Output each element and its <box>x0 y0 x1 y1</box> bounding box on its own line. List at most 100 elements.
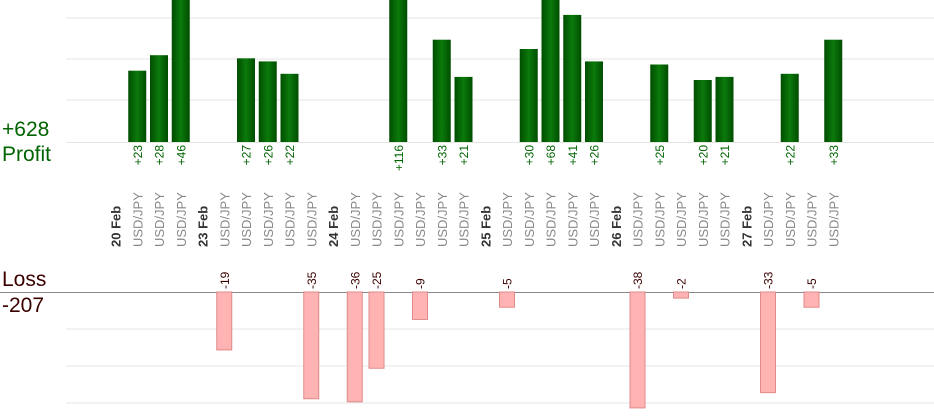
profit-total: +628 <box>2 118 50 141</box>
date-label: 25 Feb <box>478 206 493 247</box>
loss-bar <box>499 291 515 308</box>
profit-value-label: +116 <box>392 145 406 171</box>
profit-value-label: +26 <box>261 145 275 166</box>
profit-value-label: +28 <box>153 145 167 166</box>
pair-label: USD/JPY <box>370 192 385 247</box>
date-label: 26 Feb <box>609 206 624 247</box>
profit-bar <box>519 49 538 142</box>
date-label: 27 Feb <box>739 206 754 247</box>
pair-label: USD/JPY <box>805 192 820 247</box>
pair-label: USD/JPY <box>304 192 319 247</box>
pair-label: USD/JPY <box>783 192 798 247</box>
loss-bar <box>368 291 385 369</box>
loss-bar <box>760 291 776 394</box>
profit-value-label: +41 <box>566 145 580 166</box>
loss-value-label: -9 <box>414 278 428 289</box>
loss-bar <box>803 291 820 308</box>
pair-label: USD/JPY <box>500 192 515 247</box>
loss-value-label: -36 <box>348 271 362 289</box>
profit-value-label: +33 <box>827 145 841 166</box>
profit-bar <box>585 61 603 142</box>
profit-bar <box>432 39 451 143</box>
pair-label: USD/JPY <box>391 192 406 247</box>
profit-bars <box>128 0 843 143</box>
pair-label: USD/JPY <box>544 192 559 247</box>
pair-label: USD/JPY <box>587 192 602 247</box>
loss-bar <box>346 291 363 403</box>
profit-label: Profit <box>2 143 52 166</box>
profit-value-label: +26 <box>588 145 602 166</box>
profit-value-label: +68 <box>544 145 558 166</box>
loss-value-label: -2 <box>675 278 689 289</box>
profit-value-label: +33 <box>435 145 449 166</box>
loss-bar <box>412 291 428 320</box>
profit-bar <box>650 64 669 142</box>
pair-label: USD/JPY <box>152 192 167 247</box>
pair-label: USD/JPY <box>631 192 646 247</box>
profit-bar <box>715 76 734 142</box>
profit-bar <box>171 0 190 142</box>
profit-bar <box>237 58 255 142</box>
loss-label: Loss <box>2 268 47 291</box>
profit-bar <box>824 39 843 143</box>
loss-bar <box>303 291 320 400</box>
loss-value-label: -33 <box>762 271 776 289</box>
profit-bar <box>780 73 799 142</box>
pair-label: USD/JPY <box>761 192 776 247</box>
loss-bar <box>629 291 646 409</box>
pair-label: USD/JPY <box>348 192 363 247</box>
pair-label: USD/JPY <box>718 192 733 247</box>
profit-bar <box>150 55 168 143</box>
pair-label: USD/JPY <box>826 192 841 247</box>
profit-value-label: +22 <box>283 145 297 166</box>
profit-value-label: +22 <box>783 145 797 166</box>
profit-bar <box>258 61 277 142</box>
loss-value-label: -25 <box>370 271 384 289</box>
profit-value-label: +46 <box>174 145 188 166</box>
loss-total: -207 <box>2 294 45 317</box>
profit-bar <box>541 0 560 142</box>
pair-label: USD/JPY <box>283 192 298 247</box>
loss-value-label: -19 <box>218 271 232 289</box>
pair-label: USD/JPY <box>522 192 537 247</box>
pair-label: USD/JPY <box>652 192 667 247</box>
pair-label: USD/JPY <box>435 192 450 247</box>
pair-label: USD/JPY <box>261 192 276 247</box>
profit-bar <box>563 14 582 142</box>
profit-bar <box>693 80 712 142</box>
profit-bar <box>389 0 408 142</box>
profit-value-label: +20 <box>696 145 710 166</box>
pair-label: USD/JPY <box>239 192 254 247</box>
value-labels: +23 +28 +46 -19 +27 +26 +22 -35 -36 -25 +116 -9 +33 +… <box>131 145 841 289</box>
date-label: 23 Feb <box>196 206 211 247</box>
pair-label: USD/JPY <box>696 192 711 247</box>
loss-bar <box>673 291 689 299</box>
pair-label: USD/JPY <box>174 192 189 247</box>
profit-value-label: +21 <box>718 145 732 166</box>
date-label: 24 Feb <box>326 206 341 247</box>
profit-bar <box>280 73 299 142</box>
pair-label: USD/JPY <box>565 192 580 247</box>
profit-value-label: +25 <box>653 145 667 166</box>
profit-value-label: +27 <box>240 145 254 166</box>
profit-value-label: +30 <box>522 145 536 166</box>
pair-label: USD/JPY <box>130 192 145 247</box>
loss-bar <box>216 291 233 351</box>
gridlines <box>0 17 934 404</box>
loss-value-label: -35 <box>305 271 319 289</box>
loss-bars <box>216 291 820 409</box>
profit-value-label: +23 <box>131 145 145 166</box>
pair-label: USD/JPY <box>413 192 428 247</box>
pair-label: USD/JPY <box>674 192 689 247</box>
profit-value-label: +21 <box>457 145 471 166</box>
profit-bar <box>454 76 473 142</box>
loss-value-label: -5 <box>501 278 515 289</box>
loss-value-label: -38 <box>631 271 645 289</box>
profit-bar <box>128 70 147 142</box>
pair-label: USD/JPY <box>217 192 232 247</box>
category-labels: 20 Feb USD/JPY USD/JPY USD/JPY 23 Feb USD/JPY… <box>109 192 842 247</box>
loss-value-label: -5 <box>805 278 819 289</box>
pair-label: USD/JPY <box>457 192 472 247</box>
date-label: 20 Feb <box>109 206 124 247</box>
